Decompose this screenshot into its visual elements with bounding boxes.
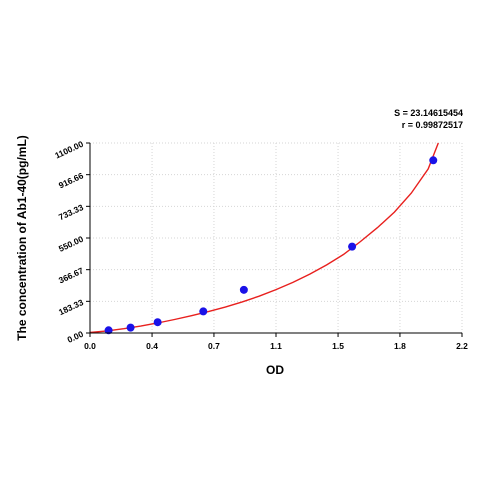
x-tick-label: 0.0 xyxy=(84,341,96,351)
data-points xyxy=(104,156,438,335)
data-point xyxy=(126,323,135,332)
x-tick-label: 0.7 xyxy=(208,341,220,351)
x-tick-label: 1.5 xyxy=(332,341,344,351)
y-tick-label: 0.00 xyxy=(66,329,85,345)
stat-r-value: r = 0.99872517 xyxy=(402,120,463,130)
y-tick-label: 183.33 xyxy=(57,297,85,317)
x-axis-title: OD xyxy=(266,363,284,377)
grid-lines xyxy=(90,142,463,333)
x-tick-label: 1.1 xyxy=(270,341,282,351)
data-point xyxy=(239,285,248,294)
tick-labels: 0.0 0.4 0.7 1.1 1.5 1.8 2.2 0.00 183.33 366.67 550… xyxy=(53,139,468,351)
axes xyxy=(86,142,463,337)
fitted-curve-line xyxy=(89,142,439,334)
y-tick-label: 733.33 xyxy=(57,202,85,222)
data-point xyxy=(348,242,357,251)
data-point xyxy=(199,307,208,316)
stat-s-value: S = 23.14615454 xyxy=(394,108,463,118)
y-axis-title: The concentration of Ab1-40(pg/mL) xyxy=(15,135,29,341)
y-tick-label: 1100.00 xyxy=(53,139,85,161)
y-tick-label: 550.00 xyxy=(57,234,85,254)
x-tick-label: 2.2 xyxy=(456,341,468,351)
x-tick-label: 1.8 xyxy=(394,341,406,351)
fitted-curve xyxy=(89,142,439,334)
x-tick-label: 0.4 xyxy=(146,341,158,351)
y-tick-label: 916.66 xyxy=(57,170,85,190)
y-tick-label: 366.67 xyxy=(57,265,85,285)
data-point xyxy=(429,156,438,165)
data-point xyxy=(153,318,162,327)
data-point xyxy=(104,326,113,335)
